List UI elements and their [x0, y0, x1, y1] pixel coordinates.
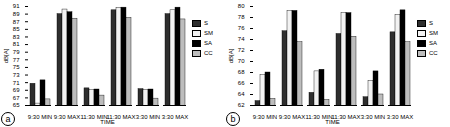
svg-text:64: 64 — [238, 91, 245, 97]
svg-text:3:30 MIN: 3:30 MIN — [136, 114, 160, 120]
svg-text:91: 91 — [13, 3, 20, 9]
svg-text:74: 74 — [238, 36, 245, 42]
svg-text:87: 87 — [13, 19, 20, 25]
html-text:11:30 MIN 11:30 MAX: 11:30 MIN 11:30 MAX — [80, 113, 136, 120]
svg-text:81: 81 — [13, 41, 20, 47]
svg-text:3:30 MAX: 3:30 MAX — [162, 114, 188, 120]
svg-text:73: 73 — [13, 72, 20, 78]
svg-text:9:30 MAX: 9:30 MAX — [54, 114, 80, 120]
svg-text:85: 85 — [13, 26, 20, 32]
html-text:a: a — [5, 114, 11, 124]
svg-text:3:30 MIN: 3:30 MIN — [361, 114, 385, 120]
svg-text:78: 78 — [238, 14, 245, 20]
svg-text:9:30 MIN: 9:30 MIN — [253, 114, 277, 120]
html-text:SM: SM — [204, 30, 213, 36]
svg-text:dB[A]: dB[A] — [228, 48, 234, 63]
svg-text:TIME: TIME — [325, 119, 339, 125]
svg-text:9:30 MIN: 9:30 MIN — [28, 114, 52, 120]
svg-text:79: 79 — [13, 49, 20, 55]
html-text:SA: SA — [429, 40, 437, 46]
html-text:CC: CC — [429, 50, 438, 56]
html-text:b: b — [230, 114, 236, 124]
html-text:S: S — [204, 20, 208, 26]
svg-text:76: 76 — [238, 25, 245, 31]
svg-text:83: 83 — [13, 34, 20, 40]
svg-text:72: 72 — [238, 47, 245, 53]
svg-text:80: 80 — [238, 3, 245, 9]
html-text:11:30 MIN 11:30 MAX: 11:30 MIN 11:30 MAX — [305, 113, 361, 120]
svg-text:70: 70 — [238, 58, 245, 64]
svg-text:65: 65 — [13, 102, 20, 108]
svg-text:75: 75 — [13, 64, 20, 70]
svg-text:dB[A]: dB[A] — [3, 48, 9, 63]
html-text:CC: CC — [204, 50, 213, 56]
svg-text:62: 62 — [238, 102, 245, 108]
html-text:S: S — [429, 20, 433, 26]
svg-text:9:30 MAX: 9:30 MAX — [279, 114, 305, 120]
svg-text:71: 71 — [13, 80, 20, 86]
svg-text:67: 67 — [13, 95, 20, 101]
html-text:SM: SM — [429, 30, 438, 36]
svg-text:TIME: TIME — [100, 119, 114, 125]
svg-text:68: 68 — [238, 69, 245, 75]
svg-text:77: 77 — [13, 57, 20, 63]
svg-text:89: 89 — [13, 11, 20, 17]
svg-text:3:30 MAX: 3:30 MAX — [387, 114, 413, 120]
html-text:SA: SA — [204, 40, 212, 46]
svg-text:66: 66 — [238, 80, 245, 86]
svg-text:69: 69 — [13, 87, 20, 93]
